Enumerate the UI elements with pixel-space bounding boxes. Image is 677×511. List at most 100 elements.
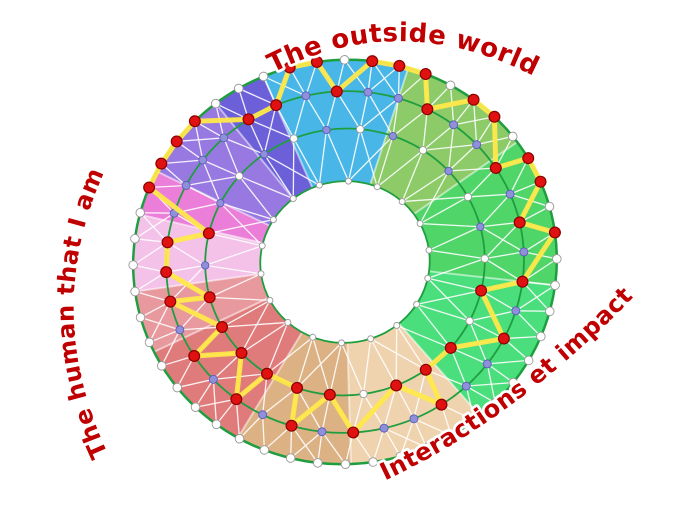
node bbox=[317, 427, 327, 437]
node bbox=[128, 260, 138, 270]
red-node bbox=[155, 157, 168, 170]
nodes-layer bbox=[128, 55, 562, 469]
red-node bbox=[534, 175, 547, 188]
node bbox=[388, 131, 398, 141]
red-node bbox=[444, 341, 457, 354]
red-node bbox=[143, 181, 156, 194]
node bbox=[416, 220, 424, 228]
red-node bbox=[522, 152, 535, 165]
node bbox=[315, 181, 323, 189]
node bbox=[505, 189, 515, 199]
red-node bbox=[203, 291, 216, 304]
red-node bbox=[513, 216, 526, 229]
node bbox=[284, 318, 292, 326]
node bbox=[340, 459, 351, 469]
red-node bbox=[475, 284, 488, 297]
node bbox=[418, 146, 428, 155]
node bbox=[289, 195, 297, 203]
red-node bbox=[548, 226, 561, 239]
node bbox=[511, 306, 521, 316]
node bbox=[424, 274, 432, 282]
red-node bbox=[230, 393, 243, 406]
node bbox=[258, 242, 266, 250]
donut-network bbox=[128, 55, 562, 469]
node bbox=[550, 280, 560, 291]
node bbox=[490, 398, 500, 408]
node bbox=[545, 306, 555, 317]
red-nodes-layer bbox=[143, 55, 561, 439]
red-node bbox=[390, 379, 403, 392]
node bbox=[211, 419, 222, 430]
red-node bbox=[285, 419, 298, 432]
red-node bbox=[164, 295, 177, 308]
red-node bbox=[161, 236, 174, 249]
node bbox=[208, 374, 218, 384]
node bbox=[201, 261, 210, 270]
red-node bbox=[516, 275, 529, 288]
sector-yellow-green bbox=[370, 68, 518, 215]
red-node bbox=[170, 135, 183, 148]
node bbox=[309, 333, 317, 341]
node bbox=[345, 177, 352, 185]
red-node bbox=[160, 266, 173, 279]
node bbox=[465, 316, 474, 326]
node bbox=[449, 120, 459, 130]
node bbox=[398, 198, 406, 206]
red-node bbox=[488, 110, 501, 123]
node bbox=[469, 415, 480, 426]
node bbox=[552, 254, 562, 264]
red-node bbox=[260, 367, 273, 380]
node bbox=[135, 312, 146, 323]
red-node bbox=[497, 332, 510, 345]
node bbox=[359, 389, 368, 399]
sector-magenta bbox=[139, 171, 270, 243]
node bbox=[289, 134, 298, 143]
node bbox=[301, 91, 311, 101]
red-node bbox=[188, 350, 201, 363]
red-node bbox=[291, 381, 304, 394]
red-node bbox=[310, 55, 323, 68]
node bbox=[135, 207, 145, 218]
node bbox=[259, 445, 270, 455]
node bbox=[367, 335, 375, 343]
red-node bbox=[242, 113, 255, 126]
node bbox=[313, 458, 323, 468]
red-node bbox=[393, 59, 406, 72]
node bbox=[172, 382, 182, 393]
node bbox=[130, 286, 140, 297]
node bbox=[258, 410, 268, 420]
node bbox=[258, 71, 269, 82]
node bbox=[519, 247, 529, 257]
node bbox=[363, 87, 373, 97]
node bbox=[157, 361, 167, 371]
node bbox=[181, 181, 191, 190]
node bbox=[175, 325, 185, 335]
node bbox=[445, 80, 456, 91]
node bbox=[260, 150, 269, 159]
node bbox=[210, 98, 221, 109]
red-node bbox=[235, 346, 248, 359]
red-node bbox=[419, 363, 432, 376]
node bbox=[482, 359, 492, 369]
node bbox=[144, 337, 155, 348]
red-node bbox=[347, 426, 360, 439]
node bbox=[130, 233, 140, 244]
node bbox=[198, 155, 208, 165]
red-node bbox=[270, 99, 283, 112]
node bbox=[190, 402, 201, 412]
node bbox=[322, 125, 331, 135]
red-node bbox=[419, 68, 432, 81]
red-node bbox=[330, 85, 343, 98]
node bbox=[421, 442, 432, 453]
sector-salmon bbox=[154, 297, 303, 438]
node bbox=[356, 125, 365, 134]
node bbox=[444, 166, 453, 176]
node bbox=[413, 300, 421, 308]
node bbox=[339, 55, 350, 65]
red-node bbox=[421, 103, 434, 116]
node bbox=[395, 451, 406, 462]
sector-purple bbox=[156, 103, 294, 226]
node bbox=[285, 453, 296, 463]
